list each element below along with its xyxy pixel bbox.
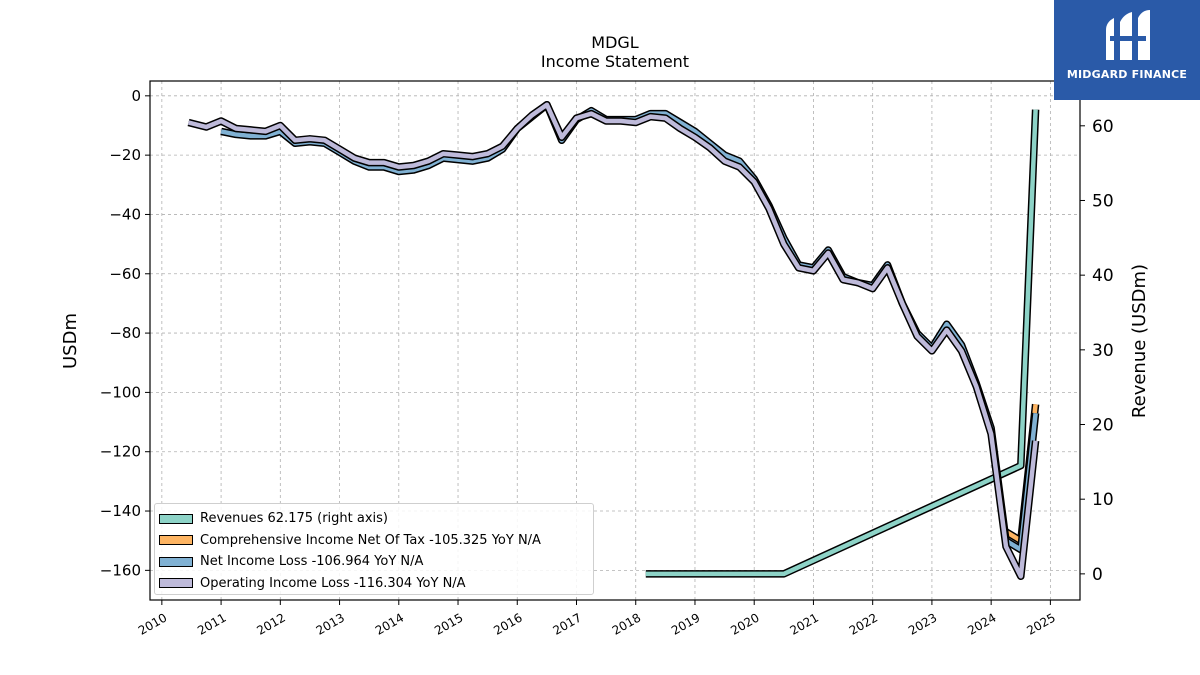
brand-logo: MIDGARD FINANCE	[1054, 0, 1200, 100]
x-tick-label: 2015	[432, 610, 465, 637]
plot-frame	[149, 80, 1081, 601]
series-line-revenues	[645, 109, 1038, 577]
chart-title: MDGL	[591, 33, 639, 52]
legend-label-net-income-loss: Net Income Loss -106.964 YoY N/A	[200, 554, 424, 570]
x-tick-label: 2016	[491, 610, 524, 637]
y-left-tick-label: 0	[131, 87, 141, 105]
x-tick-label: 2017	[551, 610, 584, 637]
x-tick-label: 2023	[906, 610, 939, 637]
y-left-tick-label: −140	[100, 502, 141, 520]
legend-item-comprehensive-income: Comprehensive Income Net Of Tax -105.325…	[155, 530, 593, 552]
legend-swatch-operating-income-loss	[159, 578, 193, 589]
chart-subtitle: Income Statement	[541, 52, 689, 71]
legend-label-revenues: Revenues 62.175 (right axis)	[200, 511, 389, 527]
y-left-tick-label: −100	[100, 383, 141, 401]
legend-item-operating-income-loss: Operating Income Loss -116.304 YoY N/A	[155, 573, 593, 595]
y-left-tick-label: −120	[100, 443, 141, 461]
legend-swatch-comprehensive-income	[159, 535, 193, 546]
x-tick-label: 2024	[965, 610, 998, 637]
y-left-tick-label: −40	[109, 205, 141, 223]
series-layer	[187, 100, 1040, 581]
x-tick-label: 2019	[669, 610, 702, 637]
y-right-tick-label: 50	[1092, 191, 1114, 211]
y-right-tick-label: 60	[1092, 117, 1114, 137]
series-outline-revenues	[645, 109, 1040, 578]
logo-text: MIDGARD FINANCE	[1066, 68, 1188, 81]
y-left-tick-label: −60	[109, 265, 141, 283]
y-right-tick-label: 40	[1092, 266, 1114, 286]
legend-swatch-revenues	[159, 513, 193, 524]
x-tick-label: 2014	[373, 610, 406, 637]
logo-mark-icon	[1106, 10, 1150, 60]
x-tick-label: 2012	[254, 610, 287, 637]
y-left-tick-label: −160	[100, 561, 141, 579]
x-tick-label: 2022	[847, 610, 880, 637]
chart-legend: Revenues 62.175 (right axis) Comprehensi…	[154, 503, 594, 595]
y-right-tick-label: 20	[1092, 416, 1114, 436]
x-tick-label: 2021	[787, 610, 820, 637]
legend-label-comprehensive-income: Comprehensive Income Net Of Tax -105.325…	[200, 532, 541, 548]
series-line-operating-income-loss	[187, 102, 1038, 579]
x-tick-label: 2010	[136, 610, 169, 637]
x-tick-label: 2018	[610, 610, 643, 637]
y-right-tick-label: 0	[1092, 565, 1103, 585]
y-left-tick-label: −80	[109, 324, 141, 342]
legend-item-revenues: Revenues 62.175 (right axis)	[155, 508, 593, 530]
y-right-tick-label: 10	[1092, 490, 1114, 510]
y-axis-left-label: USDm	[60, 313, 81, 369]
x-tick-label: 2025	[1024, 610, 1057, 637]
x-tick-label: 2013	[314, 610, 347, 637]
legend-item-net-income-loss: Net Income Loss -106.964 YoY N/A	[155, 551, 593, 573]
legend-swatch-net-income-loss	[159, 556, 193, 567]
grid	[150, 81, 1080, 600]
y-axis-right: 0 10 20 30 40 50 60	[1080, 117, 1114, 585]
y-axis-left: 0 −20 −40 −60 −80 −100 −120 −140 −160	[100, 87, 150, 579]
x-axis: 2010 2011 2012 2013 2014 2015 2016 2017 2018 2019…	[136, 600, 1058, 638]
y-axis-right-label: Revenue (USDm)	[1129, 264, 1150, 418]
legend-label-operating-income-loss: Operating Income Loss -116.304 YoY N/A	[200, 575, 466, 591]
x-tick-label: 2011	[195, 610, 228, 637]
x-tick-label: 2020	[728, 610, 761, 637]
y-right-tick-label: 30	[1092, 341, 1114, 361]
y-left-tick-label: −20	[109, 146, 141, 164]
